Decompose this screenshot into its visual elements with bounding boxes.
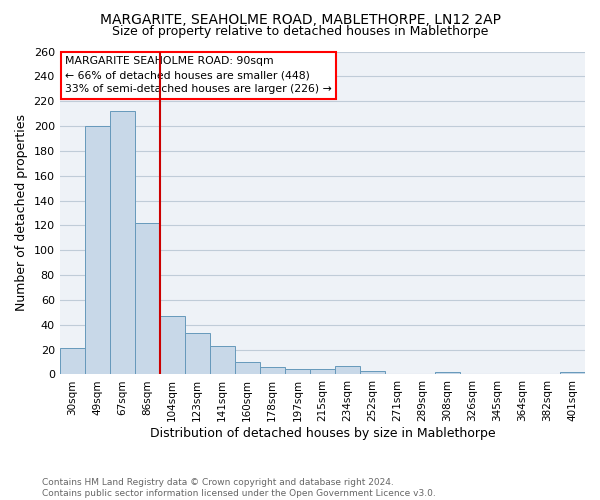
Bar: [360, 370, 385, 374]
Bar: [285, 370, 310, 374]
Bar: [310, 370, 335, 374]
Bar: [185, 334, 210, 374]
Bar: [560, 372, 585, 374]
Bar: [210, 346, 235, 374]
Bar: [85, 126, 110, 374]
Text: Size of property relative to detached houses in Mablethorpe: Size of property relative to detached ho…: [112, 25, 488, 38]
Bar: [135, 223, 160, 374]
Text: MARGARITE, SEAHOLME ROAD, MABLETHORPE, LN12 2AP: MARGARITE, SEAHOLME ROAD, MABLETHORPE, L…: [100, 12, 500, 26]
Bar: [335, 366, 360, 374]
Bar: [235, 362, 260, 374]
Y-axis label: Number of detached properties: Number of detached properties: [15, 114, 28, 312]
Bar: [160, 316, 185, 374]
X-axis label: Distribution of detached houses by size in Mablethorpe: Distribution of detached houses by size …: [149, 427, 495, 440]
Bar: [260, 367, 285, 374]
Bar: [110, 111, 135, 374]
Text: MARGARITE SEAHOLME ROAD: 90sqm
← 66% of detached houses are smaller (448)
33% of: MARGARITE SEAHOLME ROAD: 90sqm ← 66% of …: [65, 56, 332, 94]
Text: Contains HM Land Registry data © Crown copyright and database right 2024.
Contai: Contains HM Land Registry data © Crown c…: [42, 478, 436, 498]
Bar: [435, 372, 460, 374]
Bar: [59, 348, 85, 374]
